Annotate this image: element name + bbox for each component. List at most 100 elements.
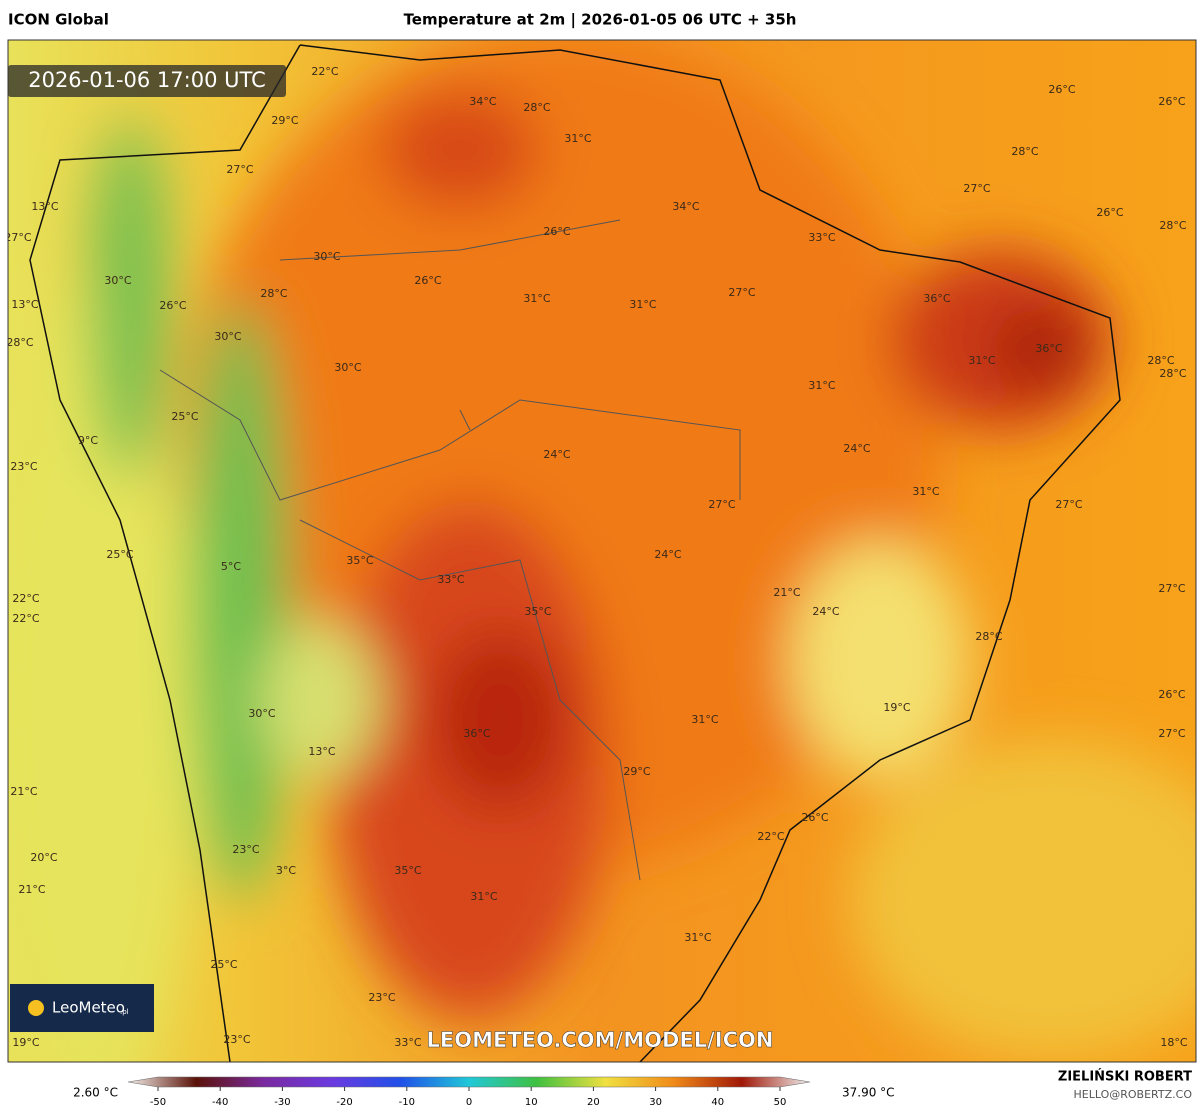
map: 22°C 34°C 28°C 29°C 31°C 26°C 26°C 28°C 27°C 27°C… bbox=[4, 40, 1196, 1062]
temperature-label: 27°C bbox=[1158, 582, 1185, 595]
temperature-label: 23°C bbox=[368, 991, 395, 1004]
map-title: Temperature at 2m | 2026-01-05 06 UTC + … bbox=[404, 11, 797, 30]
temperature-label: 13°C bbox=[11, 298, 38, 311]
temperature-label: 31°C bbox=[968, 354, 995, 367]
temperature-label: 25°C bbox=[106, 548, 133, 561]
temperature-label: 21°C bbox=[18, 883, 45, 896]
temperature-label: 9°C bbox=[78, 434, 98, 447]
colorbar-tick-label: 50 bbox=[774, 1097, 787, 1108]
temperature-label: 26°C bbox=[1158, 95, 1185, 108]
temperature-label: 31°C bbox=[912, 485, 939, 498]
temperature-label: 30°C bbox=[313, 250, 340, 263]
temperature-label: 13°C bbox=[31, 200, 58, 213]
temperature-label: 26°C bbox=[414, 274, 441, 287]
colorbar-tick-label: 0 bbox=[466, 1097, 472, 1108]
temperature-label: 26°C bbox=[1158, 688, 1185, 701]
temperature-label: 21°C bbox=[10, 785, 37, 798]
logo-suffix: .pl bbox=[120, 1008, 129, 1016]
temperature-label: 26°C bbox=[543, 225, 570, 238]
temperature-label: 26°C bbox=[1096, 206, 1123, 219]
temperature-label: 19°C bbox=[883, 701, 910, 714]
temperature-label: 27°C bbox=[1158, 727, 1185, 740]
temperature-label: 5°C bbox=[221, 560, 241, 573]
model-name: ICON Global bbox=[8, 11, 109, 29]
temperature-label: 31°C bbox=[523, 292, 550, 305]
watermark: LEOMETEO.COM/MODEL/ICON bbox=[427, 1028, 774, 1052]
temperature-field bbox=[8, 40, 1196, 1062]
temperature-label: 26°C bbox=[1048, 83, 1075, 96]
colorbar bbox=[127, 1076, 811, 1088]
temperature-label: 36°C bbox=[923, 292, 950, 305]
temperature-label: 21°C bbox=[773, 586, 800, 599]
temperature-label: 28°C bbox=[1159, 367, 1186, 380]
temperature-label: 28°C bbox=[260, 287, 287, 300]
temperature-label: 28°C bbox=[6, 336, 33, 349]
temperature-label: 18°C bbox=[1160, 1036, 1187, 1049]
temperature-label: 35°C bbox=[394, 864, 421, 877]
colorbar-ticks: -50 -40 -30 -20 -10 0 10 20 30 40 50 bbox=[150, 1087, 787, 1108]
temperature-label: 33°C bbox=[808, 231, 835, 244]
temperature-label: 24°C bbox=[812, 605, 839, 618]
temperature-label: 22°C bbox=[12, 612, 39, 625]
temperature-label: 24°C bbox=[543, 448, 570, 461]
temperature-label: 36°C bbox=[463, 727, 490, 740]
email: HELLO@ROBERTZ.CO bbox=[1074, 1088, 1193, 1101]
temperature-label: 28°C bbox=[1011, 145, 1038, 158]
time-box bbox=[8, 65, 286, 97]
colorbar-tick-label: 30 bbox=[649, 1097, 662, 1108]
temperature-label: 31°C bbox=[808, 379, 835, 392]
colorbar-tick-label: 40 bbox=[711, 1097, 724, 1108]
temperature-label: 33°C bbox=[437, 573, 464, 586]
colorbar-max: 37.90 °C bbox=[842, 1086, 895, 1100]
temperature-label: 31°C bbox=[629, 298, 656, 311]
colorbar-tick-label: -40 bbox=[212, 1097, 228, 1108]
temperature-label: 28°C bbox=[523, 101, 550, 114]
temperature-label: 33°C bbox=[394, 1036, 421, 1049]
temperature-label: 22°C bbox=[12, 592, 39, 605]
temperature-label: 25°C bbox=[171, 410, 198, 423]
temperature-label: 31°C bbox=[684, 931, 711, 944]
temperature-label: 25°C bbox=[210, 958, 237, 971]
colorbar-tick-label: -30 bbox=[274, 1097, 290, 1108]
temperature-label: 30°C bbox=[214, 330, 241, 343]
temperature-label: 26°C bbox=[159, 299, 186, 312]
temperature-label: 27°C bbox=[728, 286, 755, 299]
temperature-label: 30°C bbox=[334, 361, 361, 374]
temperature-label: 35°C bbox=[346, 554, 373, 567]
temperature-label: 20°C bbox=[30, 851, 57, 864]
author: ZIELIŃSKI ROBERT bbox=[1058, 1069, 1192, 1085]
colorbar-tick-label: -10 bbox=[399, 1097, 415, 1108]
temperature-label: 28°C bbox=[1147, 354, 1174, 367]
logo-name: LeoMeteo bbox=[52, 999, 125, 1017]
map-labels: 22°C 34°C 28°C 29°C 31°C 26°C 26°C 28°C 27°C 27°C… bbox=[4, 65, 1188, 1049]
temperature-label: 27°C bbox=[1055, 498, 1082, 511]
colorbar-tick-label: -20 bbox=[336, 1097, 352, 1108]
map-frame bbox=[7, 39, 1197, 1063]
temperature-label: 27°C bbox=[708, 498, 735, 511]
temperature-label: 28°C bbox=[1159, 219, 1186, 232]
temperature-label: 30°C bbox=[248, 707, 275, 720]
temperature-label: 27°C bbox=[4, 231, 31, 244]
temperature-label: 22°C bbox=[757, 830, 784, 843]
temperature-label: 3°C bbox=[276, 864, 296, 877]
temperature-label: 31°C bbox=[691, 713, 718, 726]
temperature-label: 35°C bbox=[524, 605, 551, 618]
borders bbox=[159, 219, 741, 881]
temperature-label: 24°C bbox=[843, 442, 870, 455]
temperature-label: 29°C bbox=[623, 765, 650, 778]
temperature-label: 29°C bbox=[271, 114, 298, 127]
temperature-label: 34°C bbox=[672, 200, 699, 213]
temperature-label: 22°C bbox=[311, 65, 338, 78]
valid-time: 2026-01-06 17:00 UTC bbox=[28, 68, 266, 92]
temperature-label: 31°C bbox=[470, 890, 497, 903]
temperature-label: 19°C bbox=[12, 1036, 39, 1049]
temperature-label: 27°C bbox=[226, 163, 253, 176]
temperature-label: 28°C bbox=[975, 630, 1002, 643]
colorbar-tick-label: -50 bbox=[150, 1097, 166, 1108]
temperature-label: 26°C bbox=[801, 811, 828, 824]
temperature-label: 23°C bbox=[232, 843, 259, 856]
colorbar-min: 2.60 °C bbox=[73, 1086, 118, 1100]
temperature-label: 13°C bbox=[308, 745, 335, 758]
temperature-label: 30°C bbox=[104, 274, 131, 287]
